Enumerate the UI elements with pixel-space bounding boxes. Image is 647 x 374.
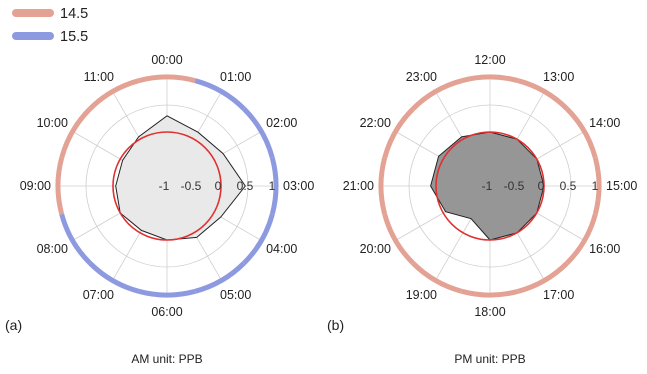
hour-label: 11:00 [84,70,114,84]
outer-ring-segment [55,157,65,215]
hour-label: 01:00 [220,70,251,84]
hour-label: 02:00 [266,116,297,130]
radial-tick-label: 0 [538,179,545,193]
hour-label: 09:00 [20,179,51,193]
outer-ring-segment [138,74,196,84]
radial-tick-label: -1 [159,179,170,193]
outer-ring-segment [138,288,196,298]
outer-ring-segment [411,78,463,111]
outer-ring-segment [242,107,275,159]
legend-label-15-5: 15.5 [60,29,88,45]
outer-ring-segment [269,157,279,215]
hour-label: 14:00 [589,116,620,130]
radial-tick-label: 1 [592,179,599,193]
hour-label: 08:00 [37,242,68,256]
radial-tick-label: -0.5 [504,179,525,193]
hour-label: 06:00 [151,305,182,319]
outer-ring-segment [88,261,140,294]
caption-pm: PM unit: PPB [454,352,525,366]
radial-tick-label: 0.5 [237,179,254,193]
outer-ring-segment [382,213,415,265]
radar-panel-pm: -1 -0.5 0 0.5 1 12:00 13:00 14:00 15:00 16:00 17:0… [343,53,638,319]
panel-label-a: (a) [5,317,22,333]
radial-tick-label: 1 [269,179,276,193]
hour-label: 12:00 [474,53,505,67]
outer-ring-segment [242,213,275,265]
hour-label: 13:00 [543,70,574,84]
outer-ring-segment [411,261,463,294]
hour-label: 23:00 [406,70,437,84]
caption-am: AM unit: PPB [131,352,202,366]
legend: 14.5 15.5 [12,6,88,45]
hour-label: 15:00 [606,179,637,193]
outer-ring-segment [461,288,519,298]
outer-ring-segment [517,78,569,111]
outer-ring-segment [382,107,415,159]
radial-tick-label: 0 [215,179,222,193]
reference-circle [112,131,222,241]
hour-label: 19:00 [406,288,437,302]
radial-tick-label: 0.5 [560,179,577,193]
outer-ring-segment [592,157,602,215]
outer-ring-segment [565,213,598,265]
hour-label: 20:00 [360,242,391,256]
hour-label: 07:00 [83,288,114,302]
hour-label: 21:00 [343,179,374,193]
outer-ring-segment [517,261,569,294]
hour-label: 10:00 [37,116,68,130]
hour-label: 03:00 [283,179,314,193]
outer-ring-segment [378,157,388,215]
hour-label: 16:00 [589,242,620,256]
hour-label: 00:00 [151,53,182,67]
hour-label: 04:00 [266,242,297,256]
outer-ring-segment [59,213,92,265]
outer-ring-segment [461,74,519,84]
reference-circle [435,131,545,241]
outer-ring-segment [59,107,92,159]
radar-panel-am: -1 -0.5 0 0.5 1 00:00 01:00 02:00 03:00 04:00 05:0… [20,53,315,319]
outer-ring-segment [88,78,140,111]
radial-tick-label: -1 [482,179,493,193]
outer-ring-segment [194,78,246,111]
radial-tick-label: -0.5 [181,179,202,193]
outer-ring-segment [565,107,598,159]
outer-ring-segment [194,261,246,294]
hour-label: 05:00 [220,288,251,302]
hour-label: 18:00 [474,305,505,319]
hour-label: 22:00 [360,116,391,130]
panel-label-b: (b) [327,317,344,333]
hour-label: 17:00 [543,288,574,302]
legend-label-14-5: 14.5 [60,6,88,22]
